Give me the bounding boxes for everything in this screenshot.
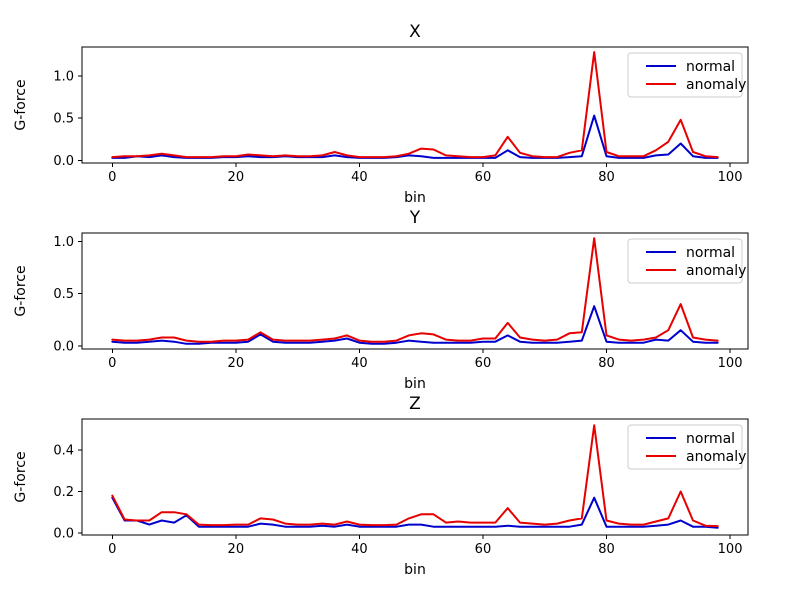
legend-z: normal anomaly bbox=[627, 424, 746, 470]
legend-frame-z bbox=[627, 424, 743, 470]
y-tick-label: 0.4 bbox=[53, 444, 74, 459]
x-tick-label: 40 bbox=[351, 356, 368, 371]
legend-anomaly-label: anomaly bbox=[686, 263, 746, 279]
x-axis-label-z: bin bbox=[404, 562, 426, 578]
anomaly-line-x bbox=[111, 51, 719, 159]
legend-normal-label: normal bbox=[686, 245, 735, 261]
x-tick-label: 100 bbox=[718, 542, 743, 557]
anomaly-line-y bbox=[111, 237, 719, 343]
y-tick-label: 0.0 bbox=[53, 526, 74, 541]
plot-title-z: Z bbox=[409, 394, 421, 414]
plot-title-x: X bbox=[409, 22, 421, 42]
x-tick-label: 20 bbox=[228, 542, 245, 557]
legend-normal-label: normal bbox=[686, 59, 735, 75]
x-tick-label: 0 bbox=[108, 356, 116, 371]
legend-frame-x bbox=[627, 52, 743, 98]
x-axis-label-y: bin bbox=[404, 376, 426, 392]
x-tick-label: 80 bbox=[598, 542, 615, 557]
legend-x: normal anomaly bbox=[627, 52, 746, 98]
x-tick-label: 60 bbox=[475, 542, 492, 557]
y-tick-label: 0.0 bbox=[53, 154, 74, 169]
y-tick-label: 0.0 bbox=[53, 339, 74, 354]
y-axis-label-z: G-force bbox=[13, 451, 29, 502]
plot-title-y: Y bbox=[409, 208, 421, 228]
legend-anomaly-label: anomaly bbox=[686, 449, 746, 465]
x-tick-label: 80 bbox=[598, 170, 615, 185]
y-tick-label: 1.0 bbox=[53, 235, 74, 250]
x-tick-label: 20 bbox=[228, 170, 245, 185]
legend-y: normal anomaly bbox=[627, 238, 746, 284]
anomaly-line-z bbox=[111, 424, 719, 528]
legend-normal-label: normal bbox=[686, 431, 735, 447]
x-tick-label: 0 bbox=[108, 170, 116, 185]
x-tick-label: 20 bbox=[228, 356, 245, 371]
y-tick-label: 0.5 bbox=[53, 112, 74, 127]
x-tick-label: 60 bbox=[475, 170, 492, 185]
y-tick-label: 1.0 bbox=[53, 69, 74, 84]
legend-frame-y bbox=[627, 238, 743, 284]
x-tick-label: 80 bbox=[598, 356, 615, 371]
x-axis-label-x: bin bbox=[404, 190, 426, 206]
x-tick-label: 40 bbox=[351, 170, 368, 185]
x-tick-label: 100 bbox=[718, 170, 743, 185]
x-tick-label: 0 bbox=[108, 542, 116, 557]
y-axis-label-y: G-force bbox=[13, 265, 29, 316]
y-tick-label: 0.2 bbox=[53, 485, 74, 500]
y-tick-label: 0.5 bbox=[53, 287, 74, 302]
normal-line-y bbox=[111, 305, 719, 345]
y-axis-label-x: G-force bbox=[13, 79, 29, 130]
x-tick-label: 60 bbox=[475, 356, 492, 371]
x-tick-label: 100 bbox=[718, 356, 743, 371]
legend-anomaly-label: anomaly bbox=[686, 77, 746, 93]
x-tick-label: 40 bbox=[351, 542, 368, 557]
normal-line-z bbox=[111, 496, 719, 529]
